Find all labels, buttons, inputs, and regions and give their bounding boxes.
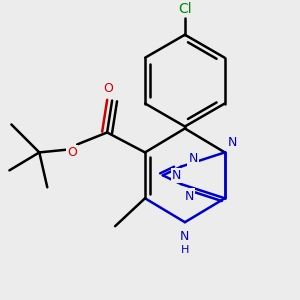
Text: N: N [172,169,182,182]
Text: Cl: Cl [178,2,192,16]
Text: N: N [188,152,198,165]
Text: N: N [180,230,190,243]
Text: O: O [67,146,77,159]
Text: H: H [181,245,189,255]
Text: O: O [103,82,113,95]
Text: N: N [184,190,194,202]
Text: N: N [228,136,238,149]
